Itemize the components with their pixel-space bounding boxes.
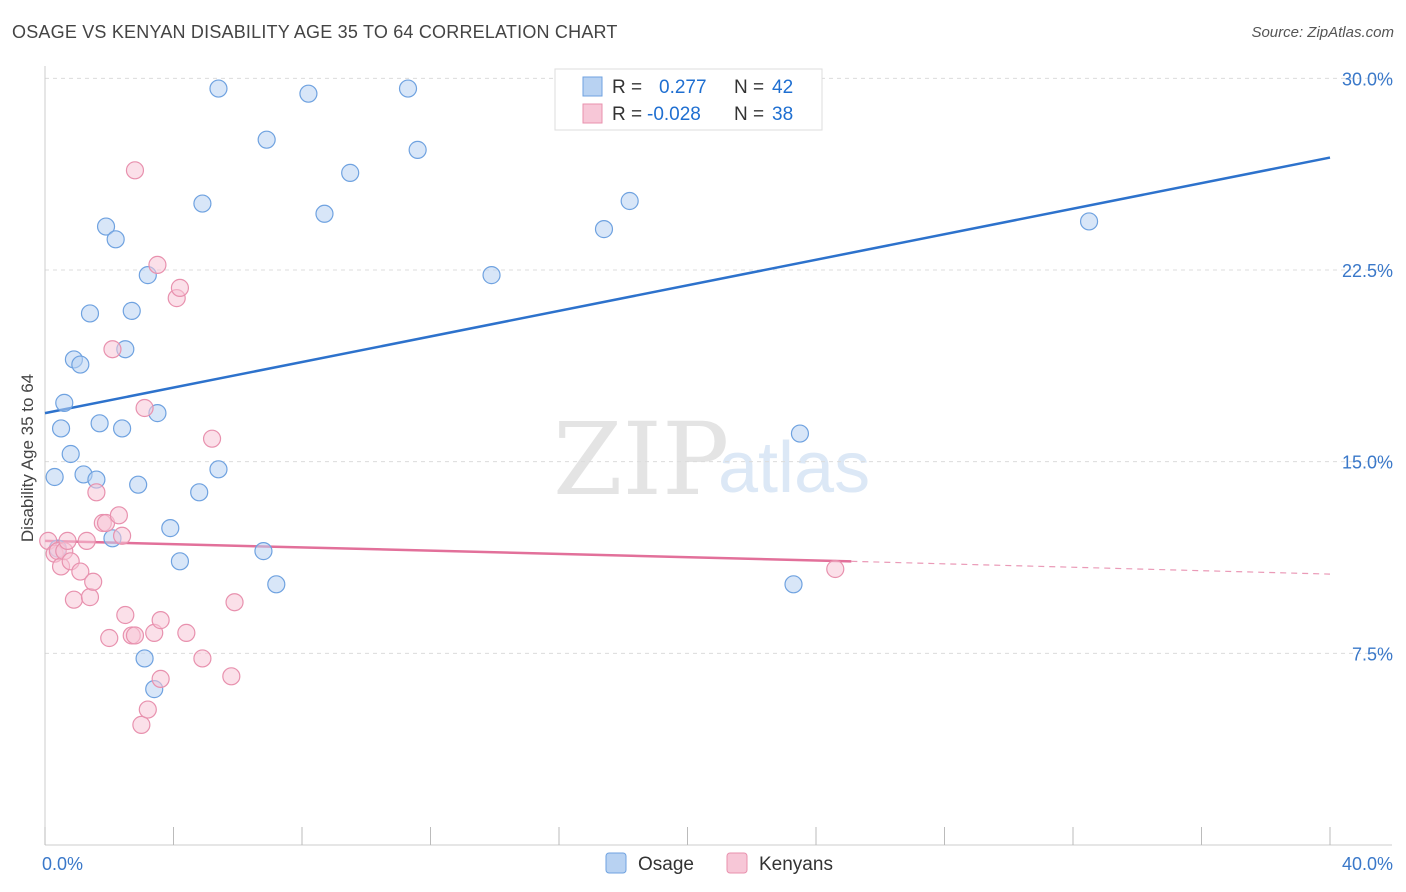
chart-title: OSAGE VS KENYAN DISABILITY AGE 35 TO 64 … [12,22,618,42]
tick-labels: 7.5% 15.0% 22.5% 30.0% 0.0% 40.0% [42,69,1393,874]
legend-r-value: 0.277 [659,77,707,98]
point-osage [398,79,418,98]
watermark-atlas: atlas [718,428,870,508]
x-tick-label: 0.0% [42,854,83,874]
point-osage [106,230,125,249]
point-kenyans [148,255,167,274]
y-tick-label: 30.0% [1342,69,1393,89]
point-kenyans [135,398,154,418]
point-osage [90,414,109,433]
point-kenyans [125,161,145,180]
point-osage [790,424,810,443]
point-osage [45,467,64,487]
point-osage [80,304,100,323]
point-kenyans [58,531,77,550]
axes [44,66,1392,846]
legend-swatch-kenyans [582,103,603,124]
legend-r-value: -0.028 [647,104,701,125]
point-kenyans [71,562,90,581]
point-kenyans [826,559,845,579]
point-osage [122,301,141,320]
point-kenyans [84,572,103,591]
series-legend-label-kenyans: Kenyans [759,854,833,875]
source-label: Source: ZipAtlas.com [1251,24,1394,41]
point-kenyans [109,506,128,525]
point-osage [55,393,74,412]
legend-n-value: 38 [772,104,793,125]
point-kenyans [80,588,100,607]
point-osage [61,444,80,464]
point-osage [784,575,803,594]
series-legend-swatch-osage [605,852,627,874]
legend-r-label: R = [612,77,642,98]
gridlines [45,77,1392,654]
point-osage [620,191,639,211]
point-osage [254,542,273,561]
point-osage [193,194,212,213]
y-tick-label: 22.5% [1342,261,1393,281]
point-kenyans [116,605,135,625]
point-kenyans [125,626,145,645]
point-osage [96,217,116,236]
point-osage [341,163,360,182]
point-kenyans [64,590,84,609]
trend-line-kenyans [44,539,852,563]
y-tick-label: 7.5% [1352,644,1393,664]
legend-n-value: 42 [772,77,793,98]
point-osage [129,475,148,494]
point-osage [71,355,90,374]
point-osage [315,204,334,223]
point-osage [112,419,132,438]
point-kenyans [87,483,106,502]
point-kenyans [132,715,151,734]
point-kenyans [151,611,170,630]
point-osage [257,130,276,149]
x-tick-label: 40.0% [1342,854,1393,874]
series-legend-label-osage: Osage [638,854,694,875]
trend-lines [44,156,1331,575]
data-points [39,79,1099,734]
watermark-zip: ZIP [553,401,729,518]
point-osage [170,552,190,571]
point-kenyans [170,278,190,297]
point-osage [161,519,180,538]
legend-n-label: N = [734,77,764,98]
point-osage [190,483,209,502]
point-osage [209,79,228,98]
point-osage [51,419,71,438]
point-kenyans [193,649,212,668]
point-osage [209,460,228,479]
stats-legend: R = 0.277 N = 42 R = -0.028 N = 38 [554,68,823,131]
legend-r-label: R = [612,104,642,125]
y-tick-label: 15.0% [1342,453,1393,473]
series-legend-swatch-kenyans [726,852,748,874]
point-osage [299,84,318,103]
trend-line-extension-kenyans [851,560,1331,575]
point-kenyans [151,669,170,688]
point-osage [1079,212,1099,231]
point-kenyans [77,531,96,550]
point-osage [482,266,501,285]
point-kenyans [100,628,119,648]
point-osage [135,649,154,668]
point-kenyans [103,340,122,359]
point-kenyans [177,623,196,642]
point-kenyans [222,667,241,686]
legend-n-label: N = [734,104,764,125]
y-axis-title: Disability Age 35 to 64 [18,374,37,542]
point-kenyans [112,526,132,545]
point-kenyans [202,429,222,448]
legend-swatch-osage [582,76,603,97]
point-osage [267,575,286,594]
series-legend: Osage Kenyans [605,852,833,875]
point-osage [594,220,614,239]
trend-line-osage [44,156,1331,415]
point-kenyans [138,700,157,719]
point-kenyans [225,593,244,612]
watermark: ZIP atlas [553,401,870,518]
point-osage [408,140,427,159]
